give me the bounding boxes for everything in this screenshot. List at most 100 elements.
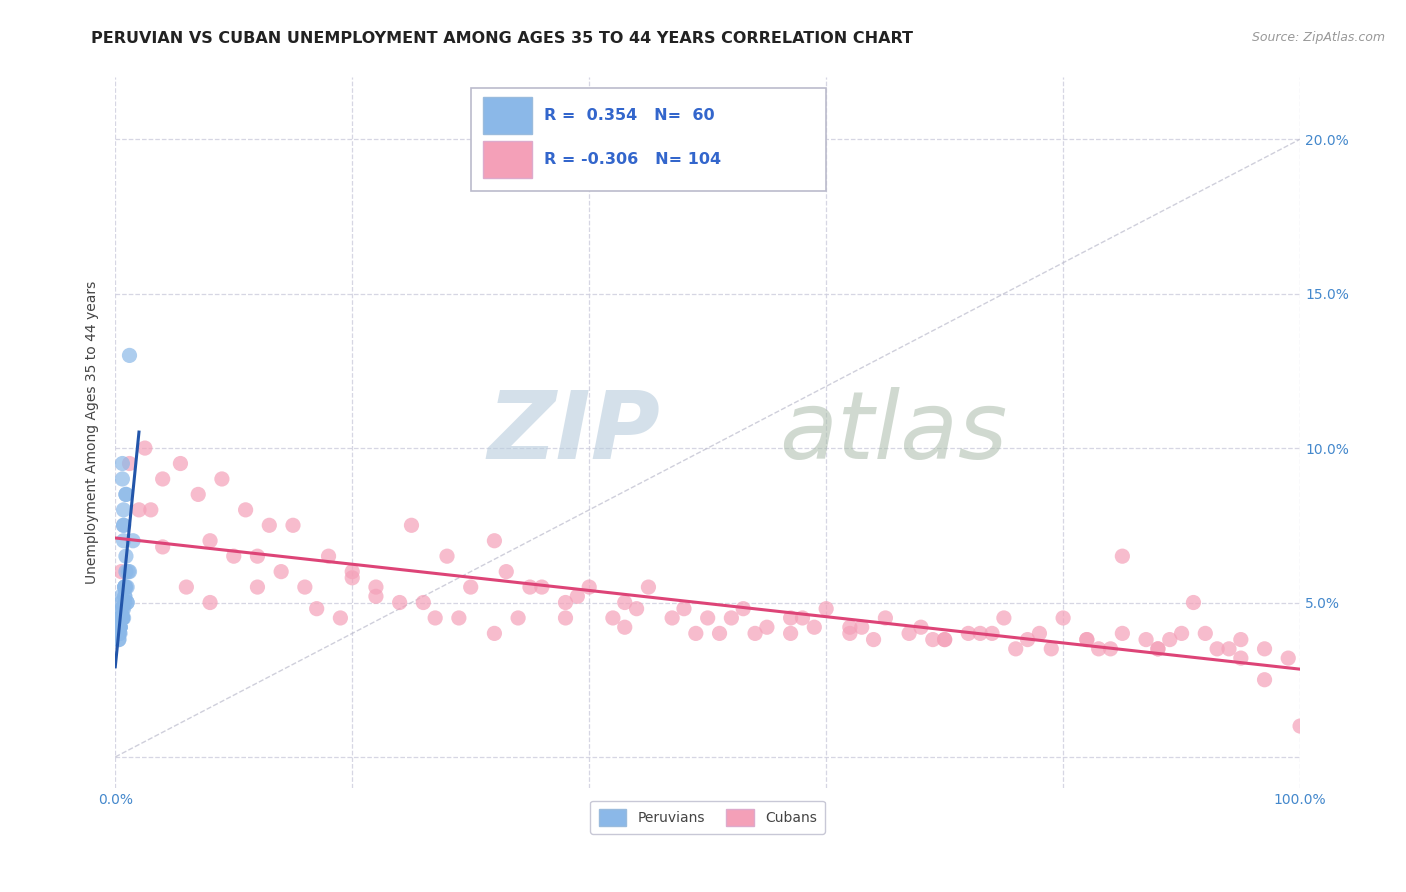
Cubans	[412, 595, 434, 609]
Peruvians	[108, 620, 131, 634]
Peruvians	[108, 626, 131, 640]
Peruvians	[118, 348, 141, 362]
Cubans	[921, 632, 943, 647]
Cubans	[128, 503, 150, 517]
Peruvians	[111, 472, 134, 486]
Cubans	[211, 472, 233, 486]
Peruvians	[112, 601, 135, 615]
Cubans	[484, 533, 506, 548]
Peruvians	[114, 595, 136, 609]
Peruvians	[115, 565, 138, 579]
Peruvians	[117, 565, 139, 579]
Peruvians	[110, 611, 132, 625]
Peruvians	[110, 601, 132, 615]
Peruvians	[110, 611, 132, 625]
Cubans	[460, 580, 482, 594]
Text: PERUVIAN VS CUBAN UNEMPLOYMENT AMONG AGES 35 TO 44 YEARS CORRELATION CHART: PERUVIAN VS CUBAN UNEMPLOYMENT AMONG AGE…	[91, 31, 914, 46]
Peruvians	[111, 611, 134, 625]
Cubans	[578, 580, 600, 594]
Cubans	[626, 601, 648, 615]
Peruvians	[110, 611, 132, 625]
Cubans	[1099, 641, 1122, 656]
Cubans	[342, 571, 364, 585]
Cubans	[222, 549, 245, 564]
Peruvians	[108, 620, 131, 634]
Cubans	[1147, 641, 1170, 656]
Peruvians	[110, 611, 132, 625]
Cubans	[259, 518, 281, 533]
Peruvians	[114, 580, 136, 594]
Cubans	[1052, 611, 1074, 625]
Peruvians	[108, 626, 131, 640]
Cubans	[779, 611, 801, 625]
Peruvians	[115, 595, 138, 609]
Cubans	[815, 601, 838, 615]
Cubans	[364, 580, 387, 594]
Cubans	[1159, 632, 1181, 647]
Peruvians	[108, 620, 131, 634]
Cubans	[447, 611, 470, 625]
Cubans	[733, 601, 755, 615]
Peruvians	[108, 620, 131, 634]
Peruvians	[108, 626, 131, 640]
Cubans	[838, 626, 860, 640]
Peruvians	[108, 611, 131, 625]
Peruvians	[108, 620, 131, 634]
Peruvians	[115, 580, 138, 594]
Peruvians	[114, 580, 136, 594]
Cubans	[134, 441, 156, 455]
Cubans	[1230, 651, 1253, 665]
Cubans	[1017, 632, 1039, 647]
Peruvians	[111, 611, 134, 625]
Peruvians	[108, 611, 131, 625]
Peruvians	[110, 611, 132, 625]
Cubans	[1135, 632, 1157, 647]
Cubans	[495, 565, 517, 579]
Cubans	[294, 580, 316, 594]
Cubans	[1218, 641, 1240, 656]
Cubans	[152, 472, 174, 486]
Peruvians	[114, 590, 136, 604]
Cubans	[1004, 641, 1026, 656]
Cubans	[1076, 632, 1098, 647]
Cubans	[1253, 673, 1275, 687]
Peruvians	[112, 518, 135, 533]
Cubans	[1040, 641, 1063, 656]
Cubans	[554, 595, 576, 609]
Peruvians	[111, 611, 134, 625]
Cubans	[401, 518, 423, 533]
Cubans	[910, 620, 932, 634]
Peruvians	[112, 503, 135, 517]
Peruvians	[112, 518, 135, 533]
Cubans	[1111, 549, 1133, 564]
Peruvians	[122, 533, 145, 548]
Cubans	[934, 632, 956, 647]
Cubans	[425, 611, 447, 625]
Cubans	[187, 487, 209, 501]
Cubans	[554, 611, 576, 625]
Cubans	[637, 580, 659, 594]
Peruvians	[111, 601, 134, 615]
Cubans	[661, 611, 683, 625]
Cubans	[436, 549, 458, 564]
Peruvians	[111, 611, 134, 625]
Cubans	[176, 580, 198, 594]
Text: Source: ZipAtlas.com: Source: ZipAtlas.com	[1251, 31, 1385, 45]
Text: R =  0.354   N=  60: R = 0.354 N= 60	[544, 108, 714, 122]
Cubans	[779, 626, 801, 640]
FancyBboxPatch shape	[482, 141, 533, 178]
Cubans	[803, 620, 825, 634]
Cubans	[364, 590, 387, 604]
Peruvians	[111, 611, 134, 625]
Peruvians	[115, 487, 138, 501]
FancyBboxPatch shape	[471, 88, 827, 191]
Cubans	[696, 611, 718, 625]
Cubans	[875, 611, 897, 625]
Cubans	[152, 540, 174, 554]
Cubans	[1289, 719, 1312, 733]
Cubans	[519, 580, 541, 594]
Peruvians	[108, 626, 131, 640]
Peruvians	[114, 590, 136, 604]
Peruvians	[118, 565, 141, 579]
Peruvians	[114, 580, 136, 594]
